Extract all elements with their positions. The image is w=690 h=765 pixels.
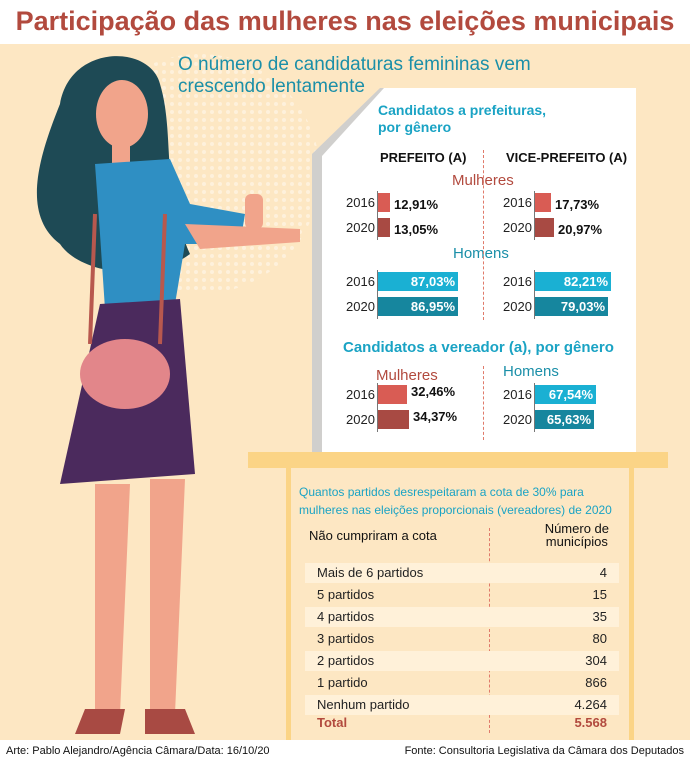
vereador-women-label: Mulheres [376,367,438,384]
subtitle-line-2: crescendo lentamente [178,76,365,97]
year-label: 2016 [503,195,532,210]
vereador-men-label: Homens [503,363,559,380]
bar-axis [377,383,378,432]
col-header-count-1: Número de [544,521,609,536]
year-label: 2020 [346,412,375,427]
prefeituras-title-2: por gênero [378,119,452,135]
col-header-count: Número de municípios [545,522,609,548]
row-label: 2 partidos [317,653,375,668]
row-label: 4 partidos [317,609,375,624]
quota-table: Quantos partidos desrespeitaram a cota d… [286,468,634,740]
row-label: 1 partido [317,675,368,690]
year-label: 2016 [503,387,532,402]
bar [535,272,611,291]
women-label: Mulheres [452,172,514,189]
row-value: 4 [599,565,607,580]
table-row: 4 partidos 35 [305,607,619,627]
prefeituras-title: Candidatos a prefeituras, [378,102,547,118]
year-label: 2020 [503,220,532,235]
table-title-line-2: mulheres nas eleições proporcionais (ver… [299,503,612,517]
row-label: Mais de 6 partidos [317,565,424,580]
bar [378,218,390,237]
bar [378,193,390,212]
prefeito-header: PREFEITO (A) [380,150,467,165]
bar-axis [377,270,378,319]
page-title: Participação das mulheres nas eleições m… [15,6,675,36]
bar-value-label: 20,97% [558,222,603,237]
year-label: 2016 [346,387,375,402]
bar-axis [534,191,535,240]
row-value: 80 [592,631,607,646]
bar [378,410,409,429]
bar [378,297,458,316]
bar-axis [534,270,535,319]
row-value: 304 [585,653,607,668]
bar-value-label: 17,73% [555,197,600,212]
vereador-title: Candidatos a vereador (a), por gênero [343,339,614,356]
row-label: 5 partidos [317,587,375,602]
row-label: 3 partidos [317,631,375,646]
bar-value-label: 87,03% [410,274,455,289]
chart-panel-shape [312,88,636,454]
year-label: 2020 [346,220,375,235]
row-value: 866 [585,675,607,690]
row-value: 35 [592,609,607,624]
year-label: 2020 [503,299,532,314]
bar-value-label: 79,03% [560,299,605,314]
row-value: 15 [592,587,607,602]
table-title-line-1: Quantos partidos desrespeitaram a cota d… [299,485,584,499]
table-row: 3 partidos 80 [305,629,619,649]
bar [535,193,551,212]
year-label: 2016 [346,195,375,210]
bar-value-label: 67,54% [548,387,593,402]
col-header-count-2: municípios [545,534,608,549]
men-label: Homens [453,245,509,262]
table-row: Nenhum partido 4.264 [305,695,619,715]
bar-value-label: 86,95% [410,299,455,314]
bar-axis [377,191,378,240]
bar-value-label: 13,05% [394,222,439,237]
table-top-bar [248,452,668,468]
row-label: Nenhum partido [317,697,410,712]
credit-text: Arte: Pablo Alejandro/Agência Câmara/Dat… [6,745,270,757]
bar-value-label: 65,63% [546,412,591,427]
bar [378,385,407,404]
bar [535,218,554,237]
vice-prefeito-header: VICE-PREFEITO (A) [506,150,628,165]
table-title: Quantos partidos desrespeitaram a cota d… [299,483,612,519]
table-row: Mais de 6 partidos 4 [305,563,619,583]
woman-illustration [36,54,320,734]
year-label: 2020 [346,299,375,314]
bar-value-label: 12,91% [394,197,439,212]
row-value: 4.264 [574,697,607,712]
subtitle-line-1: O número de candidaturas femininas vem [178,54,531,75]
source-text: Fonte: Consultoria Legislativa da Câmara… [404,745,684,757]
year-label: 2016 [346,274,375,289]
total-value: 5.568 [574,715,607,730]
table-row: 5 partidos 15 [305,585,619,605]
table-total-row: Total 5.568 [305,713,619,733]
bar [535,385,596,404]
table-row: 1 partido 866 [305,673,619,693]
year-label: 2020 [503,412,532,427]
bar-value-label: 32,46% [411,384,456,399]
bar [535,297,608,316]
bar-axis [534,383,535,432]
subtitle: O número de candidaturas femininas vem c… [178,54,531,98]
col-header-party: Não cumpriram a cota [309,528,437,543]
year-label: 2016 [503,274,532,289]
table-row: 2 partidos 304 [305,651,619,671]
charts-area: Candidatos a prefeituras, por gênero PRE… [343,102,628,440]
bar-value-label: 82,21% [563,274,608,289]
bar-value-label: 34,37% [413,409,458,424]
bar [378,272,458,291]
total-label: Total [317,715,348,730]
bar [535,410,594,429]
